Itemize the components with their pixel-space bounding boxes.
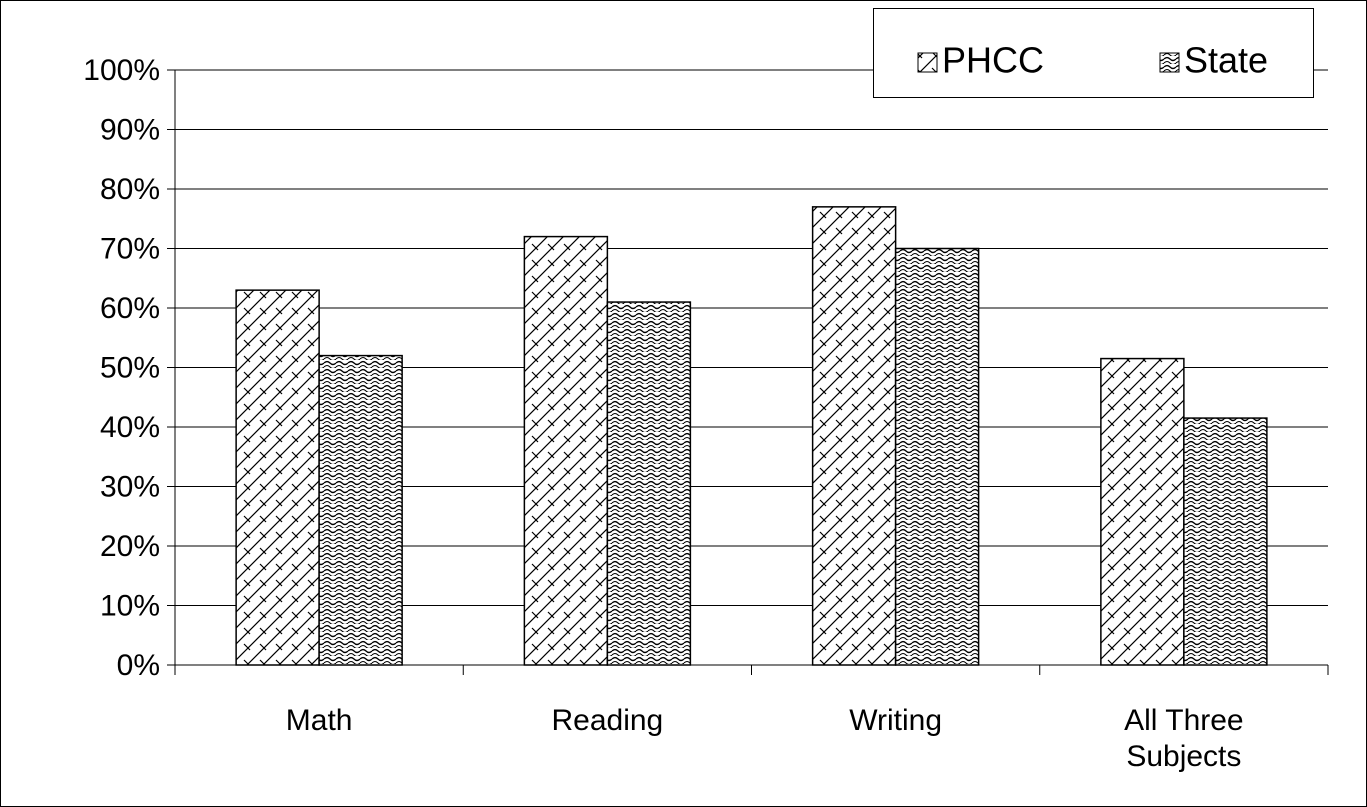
y-tick-label: 0% [117,649,160,682]
bar [1100,357,1185,666]
x-tick-label: All Three Subjects [1124,704,1244,773]
y-tick-label: 20% [100,530,160,563]
y-tick-label: 90% [100,113,160,146]
legend-label: State [1184,40,1268,81]
y-tick-label: 50% [100,351,160,384]
y-tick-label: 40% [100,411,160,444]
x-tick-label: Reading [551,704,664,737]
legend-swatch [917,52,938,73]
bar [894,247,980,666]
bar [523,235,609,666]
y-tick-label: 100% [83,54,160,87]
bar [235,289,320,666]
bar [318,354,403,666]
x-tick-label: Math [285,704,353,737]
y-tick-label: 70% [100,232,160,265]
y-tick-label: 80% [100,173,160,206]
y-tick-label: 10% [100,589,160,622]
bar [606,301,692,666]
x-tick-label: Writing [849,704,943,737]
legend-swatch [1159,52,1180,73]
y-tick-label: 30% [100,470,160,503]
y-tick-label: 60% [100,292,160,325]
bar [811,206,897,666]
bar [1183,417,1268,666]
legend-label: PHCC [942,40,1044,81]
legend-box [873,8,1314,98]
